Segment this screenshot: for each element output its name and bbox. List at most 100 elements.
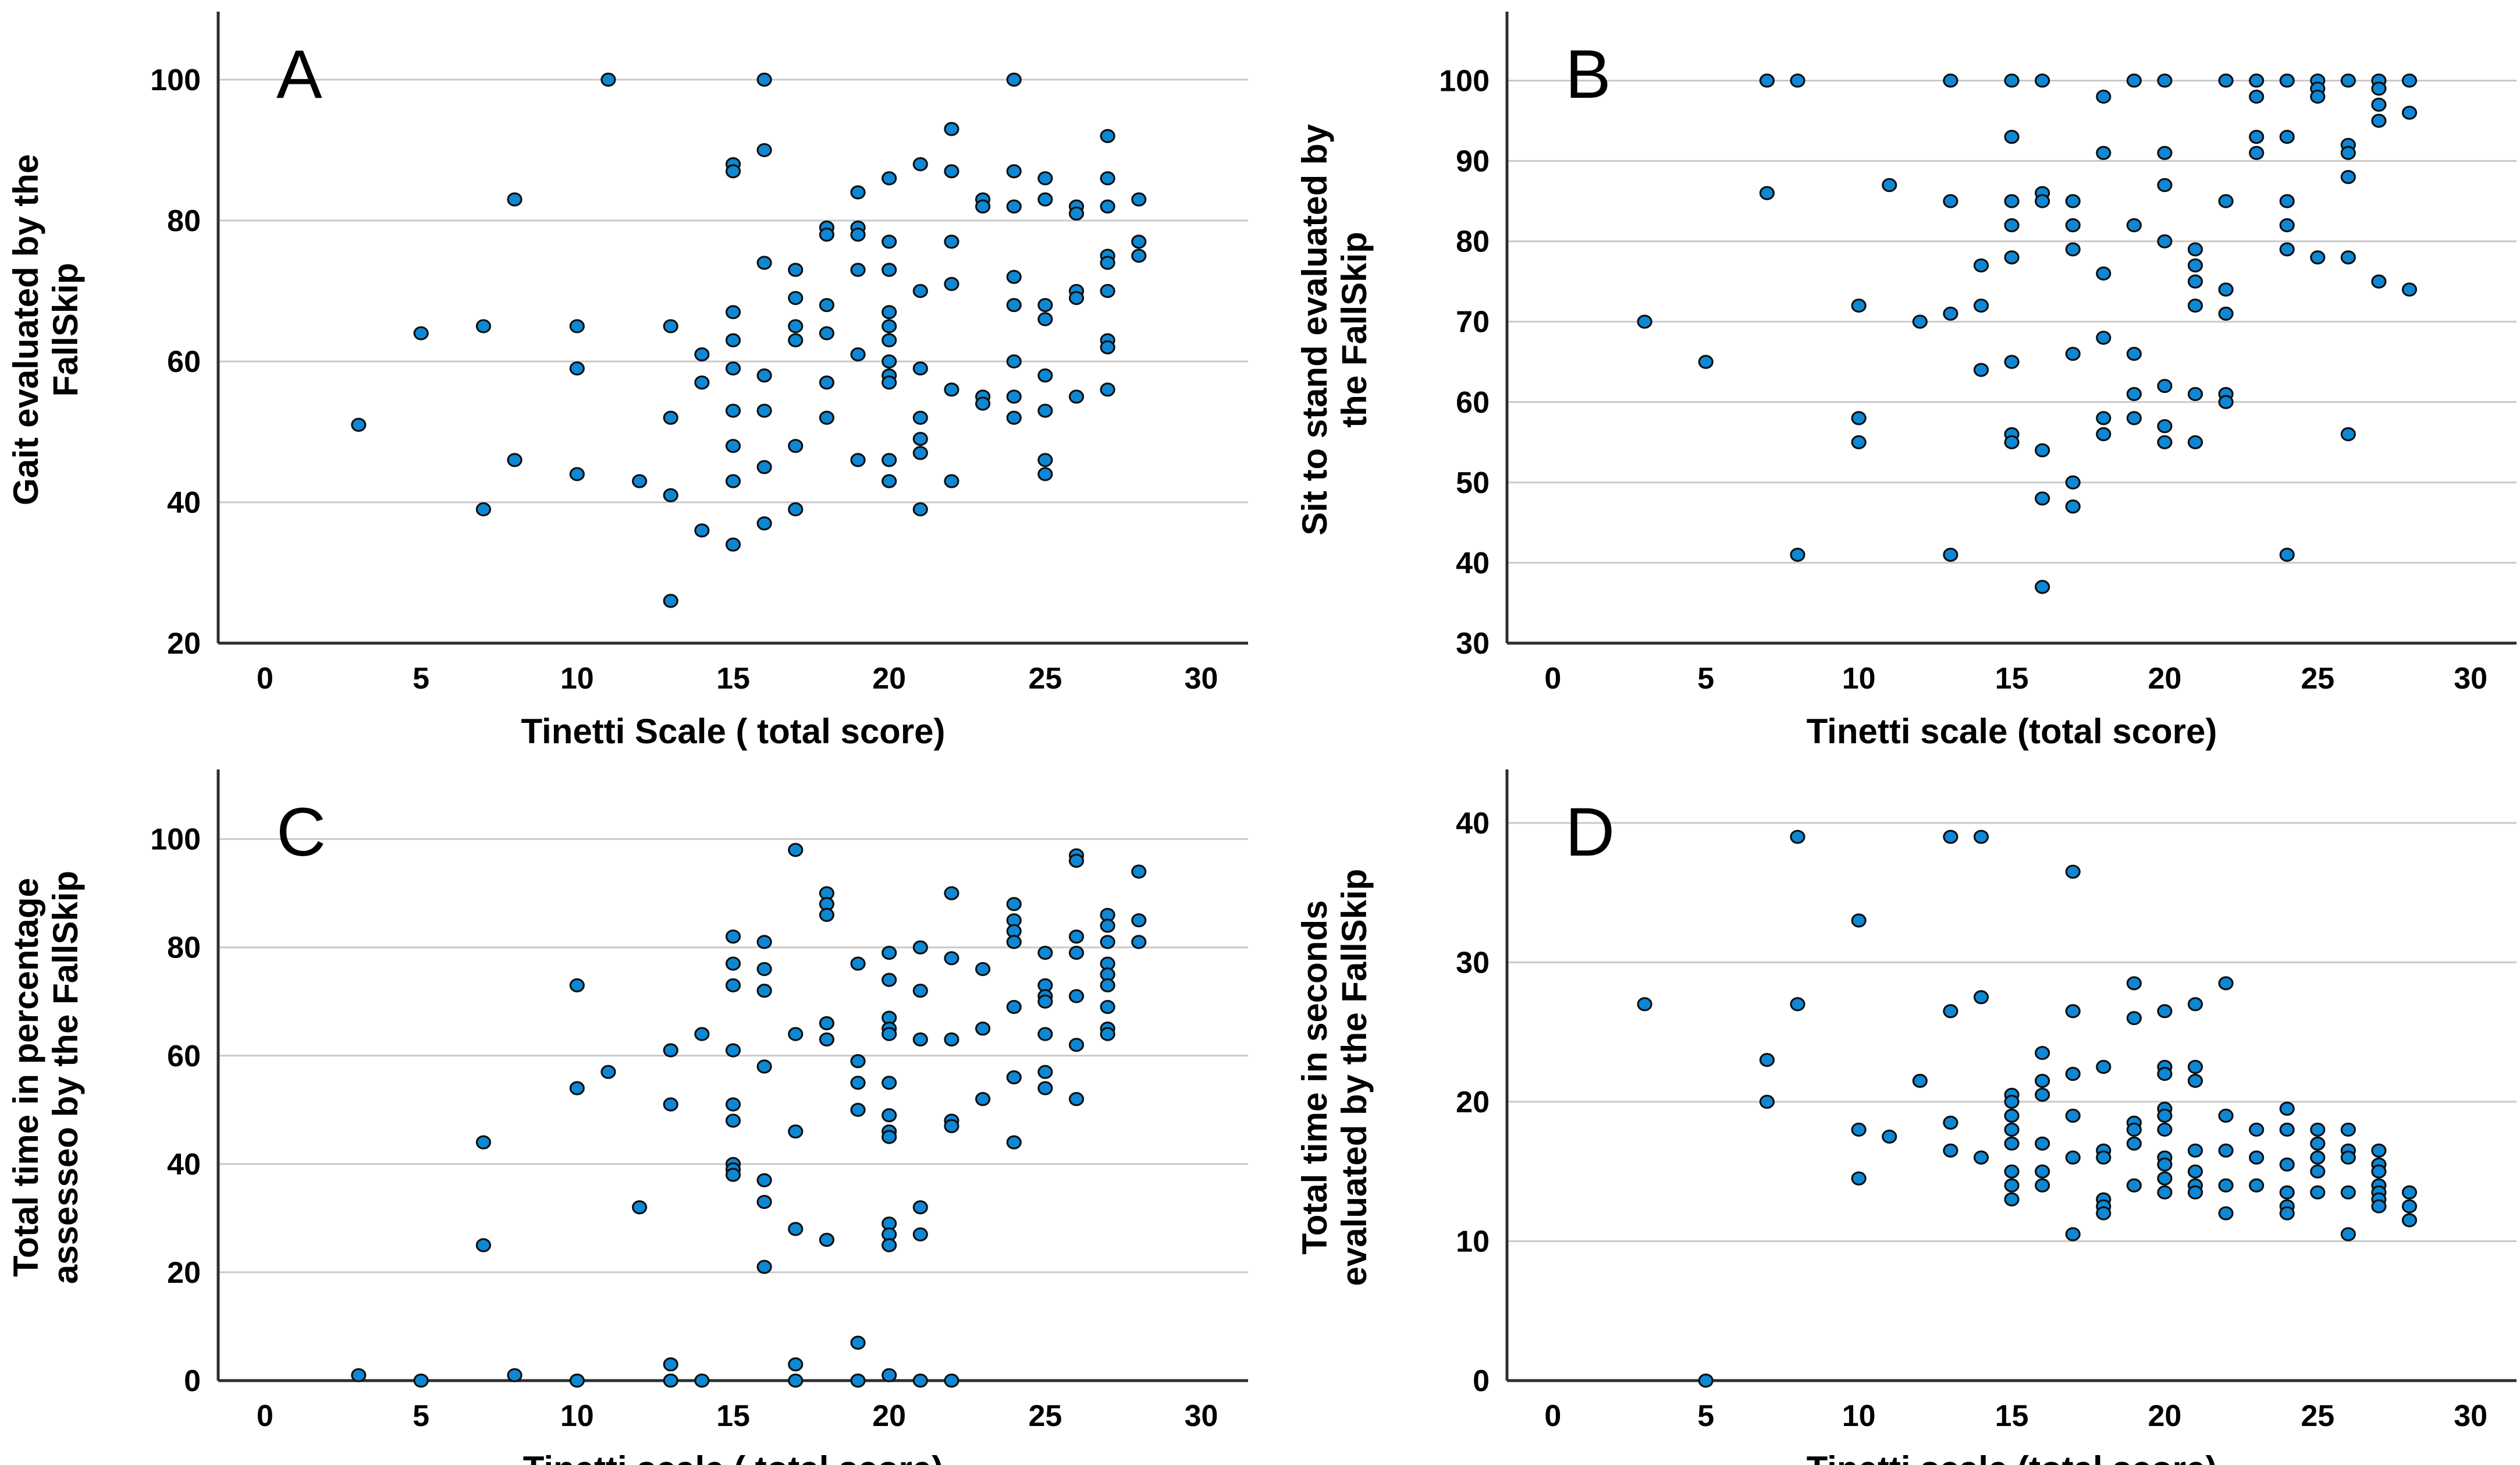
data-point [1037, 312, 1053, 327]
data-point [2187, 258, 2203, 273]
data-point [725, 361, 741, 376]
data-point [819, 298, 835, 313]
data-point [1037, 298, 1053, 313]
x-tick-label: 20 [2148, 662, 2181, 696]
data-point [944, 1373, 959, 1388]
x-tick-label: 5 [413, 1399, 429, 1433]
data-point [2157, 234, 2173, 249]
data-point [850, 185, 866, 200]
data-point [2371, 1143, 2387, 1158]
data-point [2096, 89, 2112, 104]
data-point [1037, 945, 1053, 960]
y-tick-label: 20 [167, 1256, 201, 1290]
x-tick-label: 25 [1028, 1399, 1062, 1433]
data-point [882, 1108, 897, 1123]
data-point [1759, 1094, 1775, 1109]
data-point [2218, 73, 2234, 88]
data-point [725, 537, 741, 552]
data-point [882, 1238, 897, 1253]
data-point [663, 488, 678, 502]
data-point [882, 1027, 897, 1041]
data-point [413, 326, 429, 340]
data-point [2004, 1192, 2020, 1207]
data-point [1912, 314, 1928, 329]
data-point [1006, 354, 1022, 369]
data-point [2401, 73, 2418, 88]
data-point [788, 1222, 804, 1236]
data-point [2034, 194, 2050, 208]
data-point [1759, 186, 1775, 200]
data-point [1068, 930, 1085, 944]
y-tick-label: 20 [1456, 1086, 1490, 1119]
data-point [725, 333, 741, 347]
data-point [2034, 73, 2050, 88]
data-point [2004, 354, 2020, 369]
data-point [663, 1097, 678, 1112]
data-point [850, 1373, 866, 1388]
data-point [663, 410, 678, 425]
data-point [1100, 918, 1115, 933]
data-point [2401, 1185, 2418, 1200]
data-point [788, 263, 804, 277]
data-point [2340, 427, 2356, 442]
data-point [2187, 242, 2203, 257]
data-point [2157, 1171, 2173, 1186]
data-point [2065, 1066, 2081, 1081]
data-point [756, 962, 772, 977]
data-point [2218, 194, 2234, 208]
y-tick-label: 70 [1456, 306, 1490, 339]
data-point [2371, 1164, 2387, 1179]
x-tick-label: 25 [2301, 662, 2334, 696]
data-point [788, 1357, 804, 1372]
data-point [2279, 1185, 2295, 1200]
data-point [1037, 368, 1053, 383]
y-tick-label: 60 [167, 1040, 201, 1073]
y-axis-title-line: Sit to stand evaluated by [1295, 123, 1334, 535]
x-tick-label: 25 [2301, 1399, 2334, 1433]
y-tick-label: 0 [184, 1364, 201, 1398]
data-point [912, 361, 928, 376]
data-point [2034, 1073, 2050, 1088]
data-point [850, 263, 866, 277]
data-point [1037, 403, 1053, 418]
y-tick-label: 90 [1456, 145, 1490, 179]
data-point [2126, 976, 2142, 991]
data-point [2004, 1094, 2020, 1109]
data-point [2218, 1143, 2234, 1158]
data-point [725, 305, 741, 320]
x-tick-label: 5 [413, 662, 429, 696]
data-point [2187, 298, 2203, 313]
data-point [882, 171, 897, 186]
data-point [2249, 1122, 2265, 1137]
data-point [882, 263, 897, 277]
x-tick-label: 15 [716, 662, 750, 696]
y-tick-label: 40 [1456, 807, 1490, 840]
data-point [1068, 853, 1085, 868]
data-point [1068, 989, 1085, 1003]
data-point [1037, 1027, 1053, 1041]
data-point [2034, 1087, 2050, 1102]
data-point [2096, 411, 2112, 425]
data-point [788, 1027, 804, 1041]
data-point [882, 305, 897, 320]
data-point [2157, 1157, 2173, 1172]
data-point [1037, 467, 1053, 481]
data-point [756, 1173, 772, 1187]
data-point [2096, 427, 2112, 442]
data-point [944, 474, 959, 488]
data-point [2218, 1206, 2234, 1221]
y-axis-title-line: the FallSkip [1335, 232, 1374, 428]
data-point [944, 886, 959, 900]
data-point [1943, 73, 1959, 88]
data-point [975, 962, 991, 977]
data-point [756, 516, 772, 531]
data-point [819, 1233, 835, 1247]
y-tick-label: 40 [1456, 547, 1490, 580]
data-point [1790, 829, 1805, 844]
data-point [1100, 199, 1115, 214]
data-point [1068, 1038, 1085, 1052]
data-point [756, 984, 772, 998]
data-point [912, 940, 928, 955]
data-point [2340, 73, 2356, 88]
